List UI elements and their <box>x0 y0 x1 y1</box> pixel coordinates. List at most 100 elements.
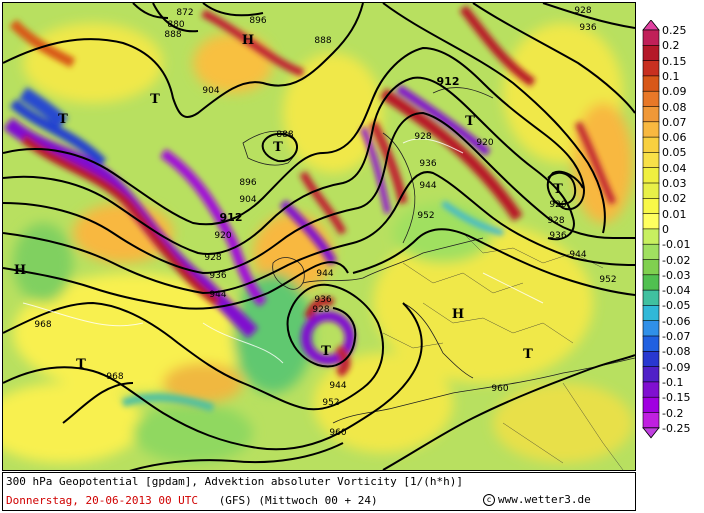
legend-label: -0.08 <box>662 345 691 359</box>
contour-label-896: 896 <box>249 16 266 26</box>
contour-label-936: 936 <box>209 271 226 281</box>
contour-label-912: 912 <box>220 211 243 224</box>
contour-label-888: 888 <box>276 130 293 140</box>
contour-label-928: 928 <box>547 216 564 226</box>
contour-label-952: 952 <box>322 398 339 408</box>
contour-label-880: 880 <box>167 20 184 30</box>
weather-map: 872 880 888 896 888 904 888 896 904 912 920 928 936 9… <box>2 2 636 471</box>
legend-swatch <box>642 243 660 261</box>
legend-label: 0.07 <box>662 115 687 129</box>
borders <box>382 232 624 470</box>
low-pressure-marker: T <box>523 347 533 362</box>
contour-label-944: 944 <box>569 250 586 260</box>
legend-label: 0.02 <box>662 192 687 206</box>
contour-labels: 8728808888968889048888969049129209289369… <box>34 6 616 438</box>
contour-label-928: 928 <box>204 253 221 263</box>
contour-label-904: 904 <box>239 195 256 205</box>
legend-label: 0.09 <box>662 85 687 99</box>
contour-label-912: 912 <box>437 75 460 88</box>
low-pressure-marker: T <box>58 112 68 127</box>
legend-swatch <box>642 305 660 322</box>
low-pressure-marker: T <box>465 114 475 129</box>
contour-label-952: 952 <box>599 275 616 285</box>
low-pressure-marker: T <box>150 92 160 107</box>
low-pressure-marker: T <box>321 344 331 359</box>
legend-label: -0.01 <box>662 238 691 252</box>
legend-label: 0.08 <box>662 100 687 114</box>
color-legend: 0.25 0.2 0.15 0.1 0.09 0.08 0.07 0.06 0.05 0.04 0.… <box>640 20 704 460</box>
pressure-centers: H T T T T T H T T H T <box>14 33 563 372</box>
legend-label: -0.05 <box>662 299 691 313</box>
legend-label: -0.06 <box>662 314 691 328</box>
legend-label: -0.15 <box>662 391 691 405</box>
contour-label-928: 928 <box>312 305 329 315</box>
high-pressure-marker: H <box>14 263 26 278</box>
low-pressure-marker: T <box>76 357 86 372</box>
contour-label-944: 944 <box>316 269 333 279</box>
legend-label: -0.07 <box>662 330 691 343</box>
legend-label: 0.01 <box>662 207 687 221</box>
legend-bottom-arrow <box>642 427 660 439</box>
copyright: c www.wetter3.de <box>483 493 591 506</box>
legend-swatch <box>642 289 660 307</box>
legend-swatch <box>642 366 660 383</box>
contour-label-904: 904 <box>202 86 219 96</box>
high-pressure-marker: H <box>452 307 464 322</box>
legend-label: 0.25 <box>662 24 687 37</box>
low-pressure-marker: T <box>553 182 563 197</box>
legend-label: -0.25 <box>662 421 691 435</box>
caption-title: 300 hPa Geopotential [gpdam], Advektion … <box>6 475 463 488</box>
legend-swatch <box>642 60 660 77</box>
legend-swatch <box>642 90 660 108</box>
legend-top-arrow <box>642 20 660 31</box>
contour-label-960: 960 <box>491 384 508 394</box>
legend-swatch <box>642 121 660 138</box>
forecast-date: Donnerstag, 20-06-2013 00 UTC <box>6 494 199 507</box>
legend-swatch <box>642 228 660 245</box>
legend-swatch <box>642 44 660 62</box>
contour-label-888: 888 <box>314 36 331 46</box>
caption-box: 300 hPa Geopotential [gpdam], Advektion … <box>2 472 636 511</box>
legend-label: 0.05 <box>662 146 687 160</box>
legend-label: -0.04 <box>662 284 691 298</box>
legend-label: 0.04 <box>662 161 687 175</box>
contour-label-888: 888 <box>164 30 181 40</box>
caption-date-line: Donnerstag, 20-06-2013 00 UTC (GFS) (Mit… <box>6 494 378 507</box>
legend-swatch <box>642 167 660 184</box>
geopotential-contours <box>3 3 635 470</box>
legend-label: 0.03 <box>662 177 687 190</box>
coast-closeups <box>22 138 544 364</box>
legend-swatch <box>642 274 660 291</box>
contour-label-936: 936 <box>314 295 331 305</box>
legend-swatch <box>642 29 660 46</box>
legend-swatch <box>642 106 660 123</box>
legend-label: 0.06 <box>662 131 687 145</box>
contour-label-920: 920 <box>214 231 231 241</box>
legend-label: 0.15 <box>662 54 687 68</box>
contour-label-968: 968 <box>106 372 123 382</box>
forecast-model: (GFS) (Mittwoch 00 + 24) <box>218 494 378 507</box>
legend-label: -0.02 <box>662 253 691 267</box>
legend-swatch <box>642 75 660 92</box>
legend-label: 0.1 <box>662 69 680 83</box>
legend-swatch <box>642 182 660 199</box>
contour-label-920: 920 <box>476 138 493 148</box>
legend-swatch <box>642 320 660 337</box>
legend-swatch <box>642 152 660 169</box>
contour-label-944: 944 <box>209 290 226 300</box>
copyright-icon: c <box>483 494 495 506</box>
legend-swatch <box>642 396 660 414</box>
low-pressure-marker: T <box>273 140 283 155</box>
contour-label-920: 920 <box>549 200 566 210</box>
legend-color-bar <box>642 20 660 439</box>
high-pressure-marker: H <box>242 33 254 48</box>
contour-label-896: 896 <box>239 178 256 188</box>
contour-label-928: 928 <box>574 6 591 16</box>
legend-label: 0 <box>662 222 669 236</box>
legend-swatch <box>642 259 660 276</box>
contour-label-872: 872 <box>176 8 193 18</box>
legend-label: -0.09 <box>662 360 691 374</box>
legend-swatch <box>642 335 660 352</box>
contour-label-936: 936 <box>549 231 566 241</box>
contour-label-960: 960 <box>329 428 346 438</box>
